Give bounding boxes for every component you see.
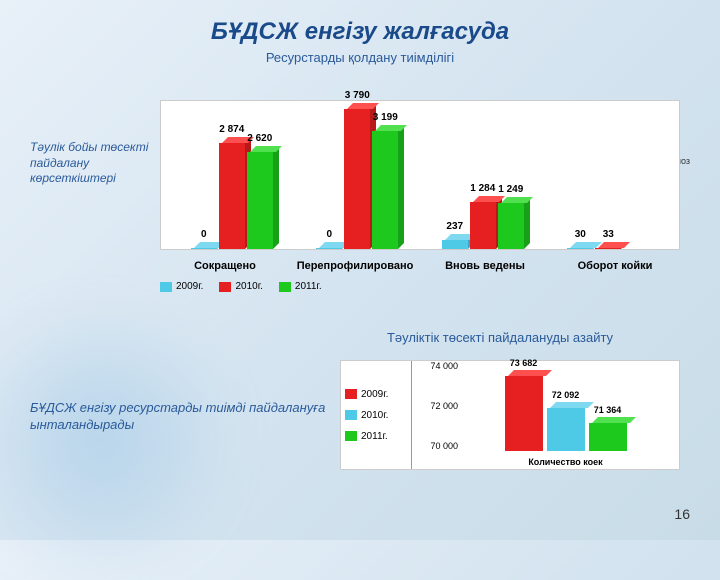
chart2-ytick: 70 000 xyxy=(414,441,458,451)
chart1-group: 02 8742 620 xyxy=(169,101,295,249)
legend-item: 2009г. xyxy=(160,281,203,292)
chart1-bar: 0 xyxy=(316,248,342,249)
chart1-group: 2371 2841 249 xyxy=(420,101,546,249)
legend-item: 2011г. xyxy=(279,281,322,292)
chart1-bar: 1 284 xyxy=(470,202,496,249)
chart1-group: 3033 xyxy=(546,101,672,249)
chart2-xlabel: Количество коек xyxy=(462,457,669,467)
chart1-category-label: Перепрофилировано xyxy=(290,260,420,272)
chart1-bar: 30 xyxy=(567,248,593,249)
chart1-category-label: Вновь ведены xyxy=(420,260,550,272)
page-title: БҰДСЖ енгізу жалғасуда xyxy=(0,0,720,46)
chart1-bar: 33 xyxy=(595,248,621,249)
legend-item: 2009г. xyxy=(345,389,407,400)
chart2-title: Тәуліктік төсекті пайдалануды азайту xyxy=(340,330,660,345)
chart2-bar: 72 092 xyxy=(547,408,585,451)
chart1-bar: 3 790 xyxy=(344,109,370,249)
chart1-category-label: Оборот койки xyxy=(550,260,680,272)
chart1-bar: 3 199 xyxy=(372,131,398,249)
chart1-bar: 1 249 xyxy=(498,203,524,249)
chart2-bar: 73 682 xyxy=(505,376,543,451)
chart1-side-label: Тәулік бойы төсекті пайдалану көрсеткішт… xyxy=(30,140,150,187)
chart1-bar: 0 xyxy=(191,248,217,249)
chart2: 2009г. 2010г. 2011г. 74 000 72 000 70 000 73… xyxy=(340,360,680,470)
chart1-category-label: Сокращено xyxy=(160,260,290,272)
legend-item: 2010г. xyxy=(219,281,262,292)
page-subtitle: Ресурстарды қолдану тиімділігі xyxy=(0,50,720,65)
chart1-legend: 2009г. 2010г. 2011г. xyxy=(160,281,322,292)
legend-item: 2011г. xyxy=(345,431,407,442)
chart2-side-label: БҰДСЖ енгізу ресурстарды тиімді пайдалан… xyxy=(30,400,330,434)
chart2-plot: 74 000 72 000 70 000 73 68272 09271 364 Ко… xyxy=(411,361,679,469)
chart2-legend: 2009г. 2010г. 2011г. xyxy=(341,361,411,469)
chart1-group: 03 7903 199 xyxy=(295,101,421,249)
chart1-bar: 237 xyxy=(442,240,468,249)
chart1: Тәулік бойы төсекті пайдалану көрсеткішт… xyxy=(30,100,690,280)
chart1-plot: 02 8742 62003 7903 1992371 2841 2493033 xyxy=(160,100,680,250)
chart2-ytick: 72 000 xyxy=(414,401,458,411)
chart2-bar: 71 364 xyxy=(589,423,627,451)
chart1-bar: 2 874 xyxy=(219,143,245,249)
chart2-ytick: 74 000 xyxy=(414,361,458,371)
page-number: 16 xyxy=(674,506,690,522)
legend-item: 2010г. xyxy=(345,410,407,421)
chart1-bar: 2 620 xyxy=(247,152,273,249)
